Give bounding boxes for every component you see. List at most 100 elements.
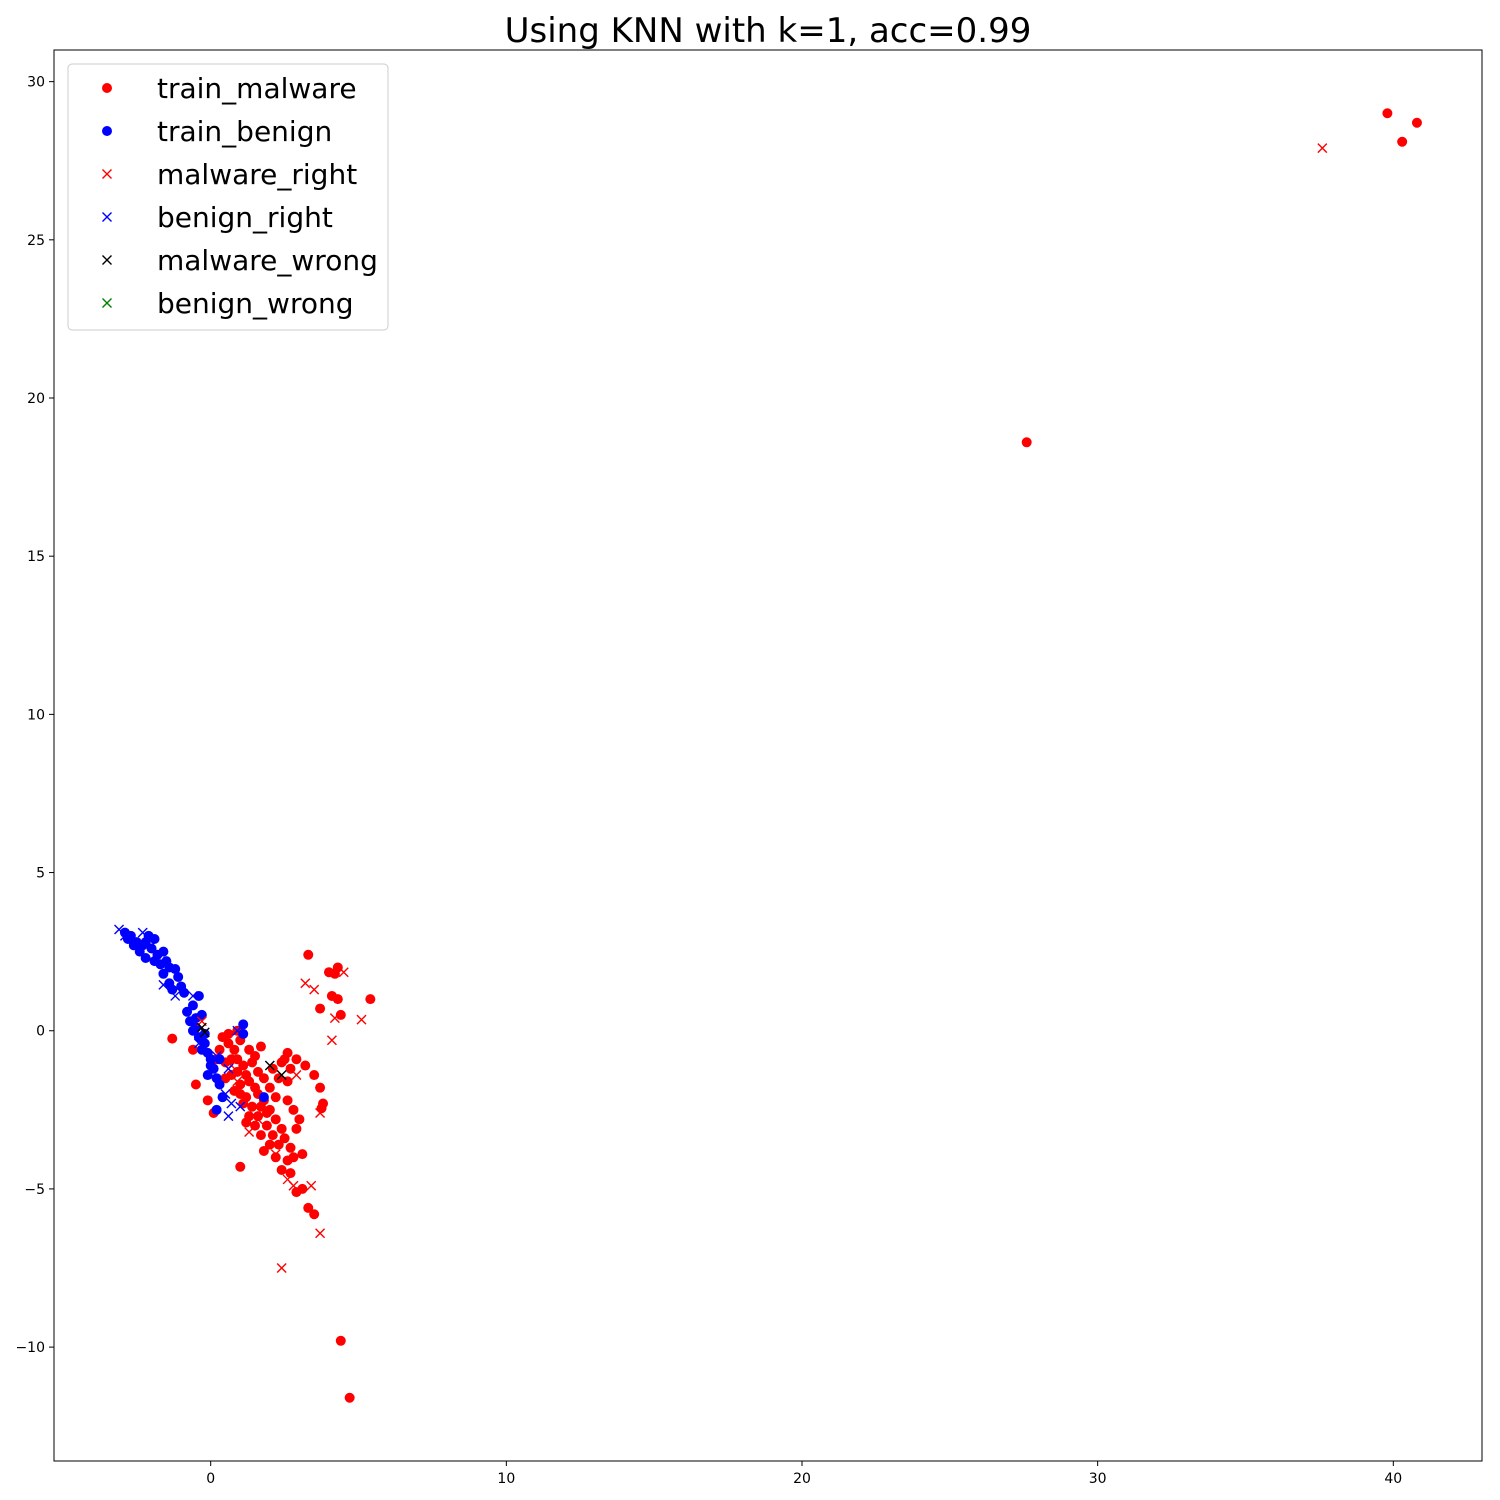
- data-points: [114, 108, 1422, 1403]
- y-tick-label: 30: [27, 75, 45, 91]
- point-train-malware: [323, 967, 334, 978]
- point-train-malware: [309, 1209, 320, 1220]
- point-train-malware: [288, 1104, 299, 1115]
- point-benign-right: [232, 1025, 243, 1036]
- point-train-malware: [261, 1120, 272, 1131]
- point-benign-right: [223, 1111, 234, 1122]
- legend-item: malware_right: [102, 158, 357, 191]
- legend: train_malware train_benign malware_rightbe…: [67, 63, 389, 331]
- point-train-malware: [253, 1066, 263, 1077]
- series-malware-right: [196, 143, 1328, 1274]
- point-malware-right: [276, 1263, 287, 1274]
- point-train-benign: [170, 964, 181, 975]
- point-train-benign: [149, 956, 160, 967]
- point-malware-right: [315, 1228, 326, 1239]
- point-train-benign: [146, 943, 157, 954]
- point-train-malware: [315, 1003, 326, 1014]
- point-train-malware: [1411, 117, 1422, 128]
- x-tick-label: 20: [793, 1471, 811, 1487]
- point-train-malware: [285, 1168, 296, 1179]
- point-train-malware: [282, 1155, 293, 1166]
- point-train-malware: [255, 1101, 266, 1112]
- point-train-benign: [158, 946, 169, 957]
- x-tick-label: 40: [1384, 1471, 1402, 1487]
- point-train-malware: [315, 1082, 326, 1093]
- point-train-benign: [238, 1028, 249, 1039]
- point-malware-right: [1317, 143, 1328, 154]
- point-train-malware: [229, 1044, 240, 1055]
- point-train-benign: [158, 968, 169, 979]
- point-malware-wrong: [276, 1070, 287, 1081]
- point-benign-right: [193, 1038, 204, 1049]
- point-benign-right: [137, 927, 148, 938]
- point-train-malware: [300, 1060, 311, 1071]
- point-train-malware: [255, 1041, 266, 1052]
- point-train-benign: [190, 1013, 201, 1024]
- point-benign-right: [146, 940, 157, 951]
- series-benign-right: [114, 924, 246, 1122]
- legend-marker: [102, 255, 112, 265]
- point-train-malware: [214, 1044, 225, 1055]
- point-benign-right: [226, 1098, 237, 1109]
- point-train-malware: [264, 1139, 275, 1150]
- y-tick-label: 25: [27, 233, 45, 249]
- legend-marker: [102, 126, 112, 136]
- point-train-benign: [140, 937, 151, 948]
- legend-label: benign_right: [157, 201, 333, 234]
- point-train-malware: [258, 1073, 269, 1084]
- point-train-benign: [193, 990, 204, 1001]
- point-train-malware: [238, 1060, 249, 1071]
- point-train-malware: [1021, 437, 1032, 448]
- point-train-malware: [279, 1054, 290, 1065]
- y-tick-label: 10: [27, 707, 45, 723]
- point-train-malware: [261, 1107, 272, 1118]
- legend-marker: [102, 83, 112, 93]
- point-train-malware: [276, 1164, 287, 1175]
- point-train-benign: [134, 946, 145, 957]
- legend-label: train_malware: [157, 72, 357, 105]
- legend-box: [67, 63, 389, 331]
- y-tick-label: 15: [27, 549, 45, 565]
- point-train-benign: [205, 1060, 216, 1071]
- point-train-benign: [128, 940, 139, 951]
- point-train-malware: [297, 1149, 308, 1160]
- point-malware-right: [338, 967, 349, 978]
- legend-label: malware_wrong: [157, 244, 378, 277]
- legend-item: train_benign: [102, 115, 332, 148]
- point-train-benign: [258, 1092, 269, 1103]
- legend-marker: [102, 169, 112, 179]
- legend-label: malware_right: [157, 158, 357, 191]
- point-malware-wrong: [199, 1027, 210, 1038]
- point-train-malware: [247, 1101, 258, 1112]
- y-tick-label: 20: [27, 391, 45, 407]
- point-benign-right: [211, 1051, 222, 1062]
- y-tick-label: −10: [15, 1340, 45, 1356]
- legend-label: benign_wrong: [157, 287, 354, 320]
- point-train-malware: [294, 1114, 305, 1125]
- point-malware-right: [356, 1014, 367, 1025]
- point-train-benign: [187, 1025, 198, 1036]
- point-train-malware: [291, 1123, 302, 1134]
- point-train-malware: [273, 1139, 284, 1150]
- point-train-malware: [250, 1051, 261, 1062]
- point-malware-right: [291, 1070, 302, 1081]
- point-malware-right: [232, 1076, 243, 1087]
- point-malware-wrong: [196, 1022, 207, 1033]
- point-malware-right: [300, 978, 311, 989]
- legend-item: benign_right: [102, 201, 333, 234]
- point-train-malware: [332, 994, 343, 1005]
- point-train-malware: [220, 1073, 231, 1084]
- point-train-malware: [316, 1103, 327, 1114]
- point-train-malware: [253, 1111, 263, 1122]
- point-train-malware: [279, 1133, 290, 1144]
- x-tick-label: 10: [497, 1471, 515, 1487]
- point-train-benign: [187, 1000, 198, 1011]
- legend-item: malware_wrong: [102, 244, 378, 277]
- point-malware-right: [329, 1013, 340, 1024]
- point-train-malware: [223, 1038, 234, 1049]
- point-benign-right: [223, 1063, 234, 1074]
- point-train-malware: [291, 1054, 302, 1065]
- point-train-malware: [282, 1095, 293, 1106]
- point-train-malware: [235, 1089, 246, 1100]
